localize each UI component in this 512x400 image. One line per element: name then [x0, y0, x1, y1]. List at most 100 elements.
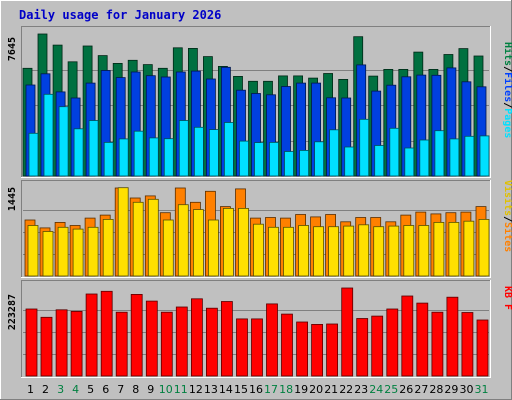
legend-entry-0: Visits	[502, 180, 512, 216]
bar-visits-day-7	[117, 187, 129, 277]
bar-pages-day-27	[419, 139, 430, 177]
x-tick-label-11: 11	[174, 383, 188, 396]
bar-pages-day-15	[239, 140, 249, 177]
bar-kb-f-day-30	[461, 312, 474, 377]
legend-entry-1: /	[502, 216, 512, 222]
bar-visits-day-17	[268, 226, 279, 277]
x-tick-label-18: 18	[279, 383, 293, 396]
bar-kb-f-day-21	[326, 323, 339, 377]
panel-kbf: 223287 KB F	[7, 280, 512, 378]
x-tick-label-24: 24	[369, 383, 383, 396]
bar-kb-f-day-23	[356, 318, 369, 377]
bar-pages-day-10	[163, 138, 174, 177]
bar-kb-f-day-17	[266, 303, 278, 377]
bar-visits-day-24	[373, 226, 385, 277]
bar-kb-f-day-14	[220, 301, 233, 377]
bar-visits-day-10	[162, 219, 174, 277]
bar-pages-day-16	[254, 142, 264, 177]
bar-kb-f-day-19	[296, 321, 309, 377]
bar-pages-day-7	[118, 138, 129, 177]
panel-hits-files-pages: 7645 Hits/Files/Pages	[7, 26, 512, 178]
x-tick-label-31: 31	[475, 383, 489, 396]
bar-pages-day-1	[28, 132, 39, 177]
x-tick-label-12: 12	[189, 383, 203, 396]
bar-pages-day-30	[464, 135, 475, 177]
bar-pages-day-12	[193, 126, 204, 177]
bar-visits-day-1	[27, 225, 39, 277]
bar-pages-day-18	[284, 151, 294, 177]
bar-visits-day-16	[253, 223, 264, 277]
bar-visits-day-15	[238, 207, 249, 277]
bar-pages-day-28	[434, 130, 445, 177]
bar-visits-day-12	[192, 209, 204, 277]
legend-entry-2: Files	[502, 72, 512, 102]
panel-visits-sites: 1445 Visits/Sites	[7, 180, 512, 278]
x-tick-label-21: 21	[324, 383, 338, 396]
bar-pages-day-9	[148, 137, 159, 177]
bar-kb-f-day-22	[341, 287, 354, 377]
bar-kb-f-day-29	[446, 296, 459, 377]
bar-visits-day-13	[207, 219, 219, 277]
bar-pages-day-22	[344, 146, 355, 177]
bar-visits-day-23	[358, 224, 370, 277]
bar-kb-f-day-31	[476, 319, 489, 377]
bar-visits-day-2	[42, 231, 54, 277]
x-tick-label-27: 27	[414, 383, 428, 396]
legend-entry-0: KB F	[502, 286, 512, 310]
bar-pages-day-31	[479, 135, 490, 177]
x-tick-label-10: 10	[159, 383, 173, 396]
x-tick-label-5: 5	[87, 383, 94, 396]
bar-kb-f-day-27	[416, 302, 429, 377]
bar-pages-day-6	[103, 141, 114, 177]
legend-entry-4: Pages	[502, 108, 512, 138]
x-tick-label-7: 7	[117, 383, 124, 396]
x-tick-label-2: 2	[42, 383, 49, 396]
x-tick-label-17: 17	[264, 383, 278, 396]
bar-visits-day-8	[132, 201, 144, 277]
series-visits	[27, 187, 490, 277]
bar-kb-f-day-15	[236, 318, 248, 377]
bar-visits-day-6	[102, 218, 114, 277]
bar-visits-day-28	[433, 221, 445, 277]
legend-entry-2: Sites	[502, 222, 512, 252]
bar-visits-day-19	[298, 225, 310, 277]
bar-kb-f-day-18	[281, 313, 293, 377]
bar-pages-day-24	[374, 145, 385, 177]
x-axis-labels: 1 2 3 4 5 6 7 8 9 10 11 12 13 14 15 16 17 18 19 20 21 22 23 24 2…	[27, 383, 489, 396]
bar-pages-day-3	[58, 106, 69, 177]
legend-entry-1: /	[502, 66, 512, 72]
bar-kb-f-day-8	[130, 293, 143, 377]
bar-kb-f-day-26	[401, 295, 414, 377]
x-tick-label-29: 29	[444, 383, 458, 396]
bar-kb-f-day-9	[145, 300, 158, 377]
bar-kb-f-day-11	[175, 306, 188, 377]
bar-kb-f-day-4	[70, 310, 83, 377]
bar-visits-day-31	[478, 218, 490, 277]
bar-pages-day-23	[359, 118, 370, 177]
bar-visits-day-4	[72, 228, 84, 277]
bar-visits-day-22	[343, 225, 355, 277]
x-tick-label-14: 14	[219, 383, 233, 396]
series-pages	[28, 93, 490, 177]
legend-label: Visits/Sites	[502, 180, 512, 252]
bar-pages-day-19	[299, 149, 310, 177]
x-tick-label-1: 1	[27, 383, 34, 396]
x-tick-label-22: 22	[339, 383, 353, 396]
bar-pages-day-26	[404, 147, 415, 177]
legend-entry-3: /	[502, 102, 512, 108]
x-tick-label-19: 19	[294, 383, 308, 396]
bar-kb-f-day-28	[431, 311, 444, 377]
bar-pages-day-21	[329, 129, 340, 177]
chart-title: Daily usage for January 2026	[19, 8, 221, 22]
bar-pages-day-2	[43, 93, 54, 177]
x-tick-label-23: 23	[354, 383, 368, 396]
bar-kb-f-day-3	[55, 309, 68, 377]
bar-pages-day-14	[223, 122, 234, 177]
y-max-label: 1445	[7, 187, 18, 211]
x-tick-label-13: 13	[204, 383, 218, 396]
legend-label: Hits/Files/Pages	[502, 42, 512, 138]
bar-visits-day-5	[87, 226, 99, 277]
bar-visits-day-26	[403, 225, 415, 277]
bar-visits-day-21	[328, 226, 340, 277]
